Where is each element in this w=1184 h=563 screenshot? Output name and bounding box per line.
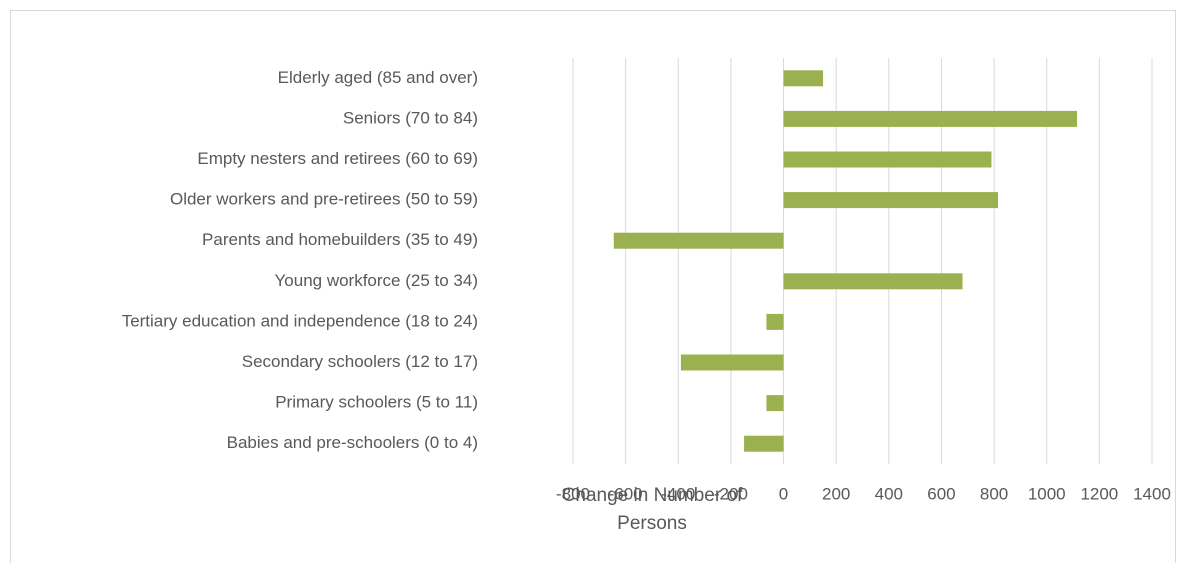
x-tick-label: 800 xyxy=(980,484,1008,503)
bar xyxy=(783,110,1077,127)
bar xyxy=(744,435,784,452)
bar xyxy=(613,232,784,249)
bar xyxy=(680,354,784,371)
x-tick-label: 200 xyxy=(822,484,850,503)
y-tick-label: Secondary schoolers (12 to 17) xyxy=(242,352,478,371)
x-axis-title: Change in Number of Persons xyxy=(561,485,743,534)
x-tick-label: -800 xyxy=(556,484,590,503)
bar xyxy=(783,70,824,87)
x-tick-label: 1400 xyxy=(1133,484,1171,503)
x-tick-label: 1200 xyxy=(1080,484,1118,503)
y-tick-label: Elderly aged (85 and over) xyxy=(278,68,478,87)
bar xyxy=(783,151,992,168)
x-tick-label: 400 xyxy=(875,484,903,503)
x-tick-label: 0 xyxy=(779,484,788,503)
chart-frame xyxy=(10,10,1176,563)
y-tick-label: Seniors (70 to 84) xyxy=(343,108,478,127)
x-tick-label: -400 xyxy=(661,484,695,503)
bar xyxy=(783,192,999,209)
y-tick-label: Older workers and pre-retirees (50 to 59… xyxy=(170,190,478,209)
x-tick-label: -600 xyxy=(609,484,643,503)
y-tick-label: Tertiary education and independence (18 … xyxy=(122,311,478,330)
bar xyxy=(783,273,963,290)
y-tick-label: Young workforce (25 to 34) xyxy=(275,271,479,290)
x-tick-label: -200 xyxy=(714,484,748,503)
bar xyxy=(766,395,784,412)
y-tick-label: Parents and homebuilders (35 to 49) xyxy=(202,230,478,249)
y-tick-label: Primary schoolers (5 to 11) xyxy=(275,393,478,412)
y-tick-label: Babies and pre-schoolers (0 to 4) xyxy=(227,433,478,452)
x-tick-label: 600 xyxy=(927,484,955,503)
bar xyxy=(766,313,784,330)
x-tick-label: 1000 xyxy=(1028,484,1066,503)
y-tick-label: Empty nesters and retirees (60 to 69) xyxy=(197,149,478,168)
